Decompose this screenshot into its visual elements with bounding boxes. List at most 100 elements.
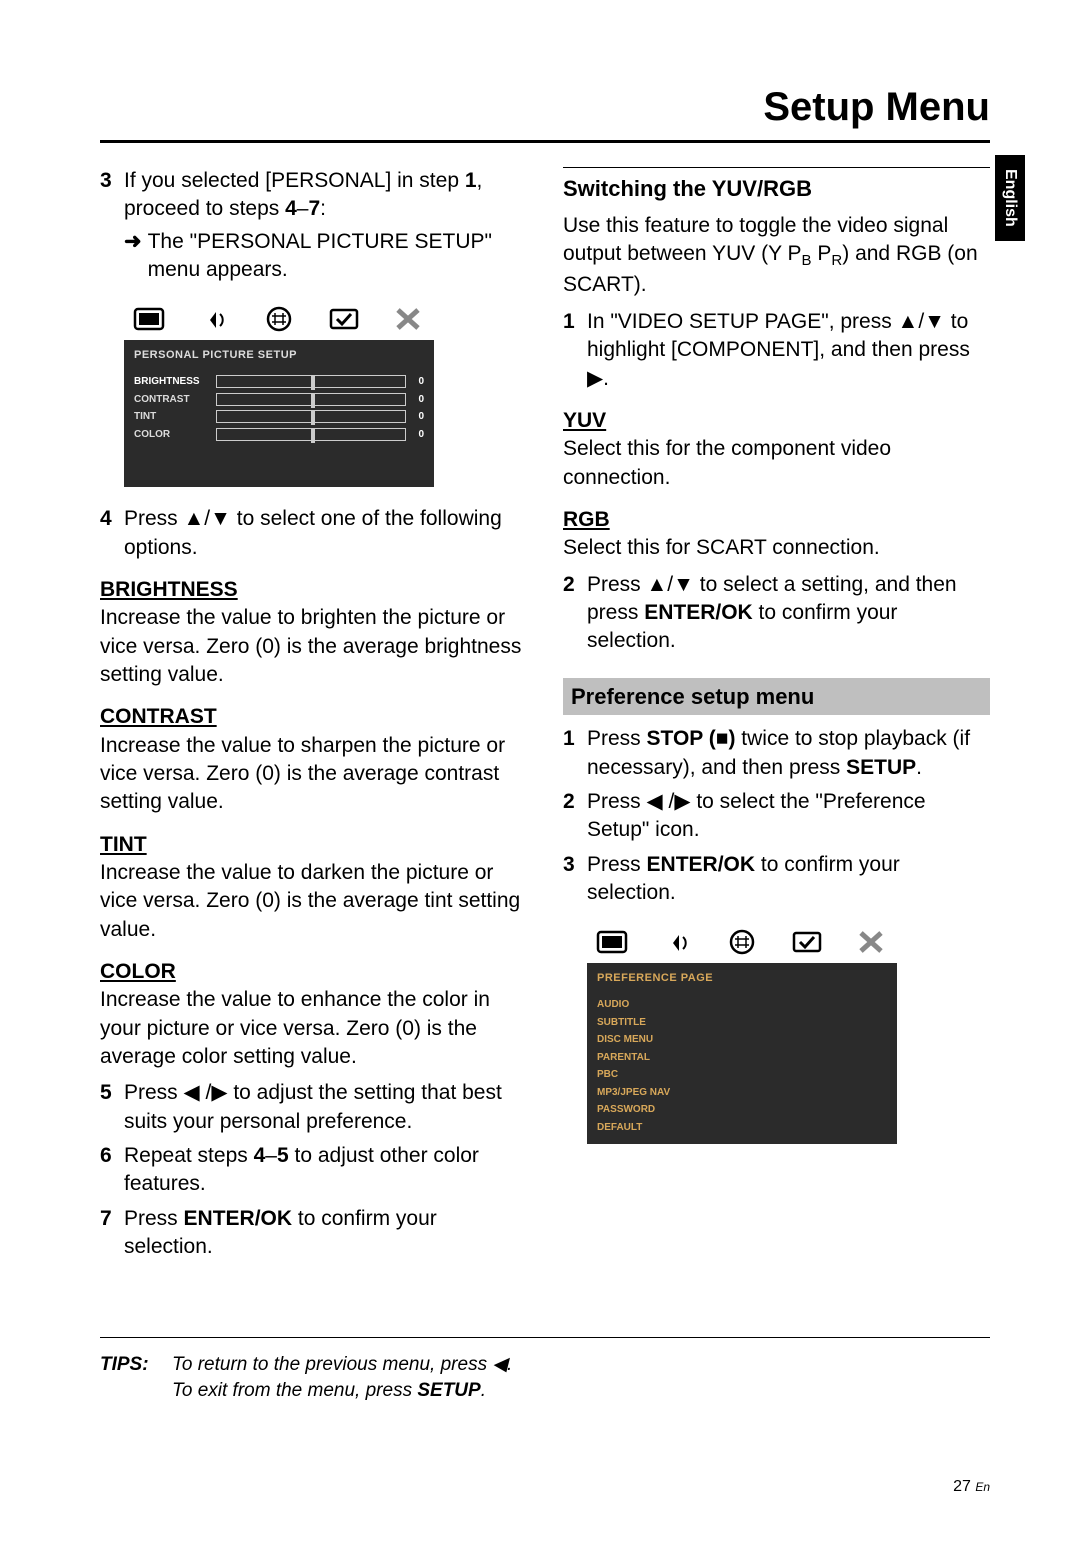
text: R (831, 252, 842, 269)
menu-list-item: DEFAULT (587, 1119, 897, 1137)
audio-icon (197, 304, 233, 334)
page-number: 27 En (953, 1476, 990, 1498)
menu-header: PREFERENCE PAGE (587, 963, 897, 996)
slider-value: 0 (406, 375, 424, 389)
preference-setup-heading: Preference setup menu (563, 678, 990, 716)
slider-thumb (311, 375, 315, 390)
contrast-desc: Increase the value to sharpen the pictur… (100, 732, 527, 817)
tips-label: TIPS: (100, 1352, 172, 1403)
step-3: 3 If you selected [PERSONAL] in step 1, … (100, 167, 527, 284)
menu-list-item: PASSWORD (587, 1101, 897, 1119)
color-desc: Increase the value to enhance the color … (100, 986, 527, 1071)
bold: 7 (308, 197, 320, 220)
brightness-desc: Increase the value to brighten the pictu… (100, 604, 527, 689)
text: Press (587, 853, 647, 876)
audio-icon (660, 927, 696, 957)
page-number-value: 27 (953, 1478, 971, 1495)
brightness-heading: BRIGHTNESS (100, 576, 527, 604)
step-number: 1 (563, 725, 587, 782)
step-number: 6 (100, 1142, 124, 1199)
step-text: Press ▲/▼ to select one of the following… (124, 505, 527, 562)
bold: 1 (465, 169, 477, 192)
color-heading: COLOR (100, 958, 527, 986)
pref-step-1: 1 Press STOP (■) twice to stop playback … (563, 725, 990, 782)
pref-step-2: 2 Press ◀ /▶ to select the "Preference S… (563, 788, 990, 845)
step-6: 6 Repeat steps 4–5 to adjust other color… (100, 1142, 527, 1199)
rgb-heading: RGB (563, 506, 990, 534)
close-icon (853, 927, 889, 957)
contrast-heading: CONTRAST (100, 703, 527, 731)
menu-list-item: DISC MENU (587, 1031, 897, 1049)
step-number: 3 (100, 167, 124, 284)
text: . (916, 756, 922, 779)
preference-icon (789, 927, 825, 957)
menu-slider-row: COLOR 0 (124, 426, 434, 444)
text: – (265, 1144, 277, 1167)
step-number: 2 (563, 788, 587, 845)
bold: ENTER/OK (647, 853, 756, 876)
preference-icon (326, 304, 362, 334)
yuv-intro: Use this feature to toggle the video sig… (563, 212, 990, 300)
step-text: Press ◀ /▶ to adjust the setting that be… (124, 1079, 527, 1136)
personal-picture-setup-menu: PERSONAL PICTURE SETUP BRIGHTNESS0CONTRA… (124, 298, 434, 487)
content-columns: 3 If you selected [PERSONAL] in step 1, … (100, 167, 990, 1267)
slider-track (216, 393, 406, 406)
menu-slider-row: BRIGHTNESS 0 (124, 373, 434, 391)
slider-label: TINT (134, 410, 216, 424)
bold: 4 (254, 1144, 266, 1167)
right-column: Switching the YUV/RGB Use this feature t… (563, 167, 990, 1267)
bold: 5 (277, 1144, 289, 1167)
tips-body: To return to the previous menu, press ◀.… (172, 1352, 512, 1403)
tint-heading: TINT (100, 831, 527, 859)
text: – (297, 197, 309, 220)
pref-step-3: 3 Press ENTER/OK to confirm your selecti… (563, 851, 990, 908)
language-tab: English (995, 155, 1025, 241)
preference-page-menu: PREFERENCE PAGE AUDIOSUBTITLEDISC MENUPA… (587, 921, 897, 1144)
step-text: Press STOP (■) twice to stop playback (i… (587, 725, 990, 782)
slider-value: 0 (406, 410, 424, 424)
video-icon (724, 927, 760, 957)
step-text: Press ENTER/OK to confirm your selection… (587, 851, 990, 908)
page-lang: En (975, 1480, 990, 1494)
step-text: In "VIDEO SETUP PAGE", press ▲/▼ to high… (587, 308, 990, 393)
menu-icon-bar (587, 921, 897, 963)
page-title: Setup Menu (100, 80, 990, 143)
bold: SETUP (846, 756, 916, 779)
tips-footer: TIPS: To return to the previous menu, pr… (100, 1337, 990, 1403)
tips-line: To exit from the menu, press SETUP. (172, 1378, 512, 1404)
step-text: Repeat steps 4–5 to adjust other color f… (124, 1142, 527, 1199)
slider-track (216, 428, 406, 441)
text: B (802, 252, 812, 269)
text: P (812, 242, 832, 265)
step-5: 5 Press ◀ /▶ to adjust the setting that … (100, 1079, 527, 1136)
left-column: 3 If you selected [PERSONAL] in step 1, … (100, 167, 527, 1267)
close-icon (390, 304, 426, 334)
menu-list-item: SUBTITLE (587, 1014, 897, 1032)
yuv-step-2: 2 Press ▲/▼ to select a setting, and the… (563, 571, 990, 656)
step-text: Press ▲/▼ to select a setting, and then … (587, 571, 990, 656)
slider-label: COLOR (134, 428, 216, 442)
yuv-heading: YUV (563, 407, 990, 435)
menu-header: PERSONAL PICTURE SETUP (124, 340, 434, 373)
yuv-step-1: 1 In "VIDEO SETUP PAGE", press ▲/▼ to hi… (563, 308, 990, 393)
text: To exit from the menu, press (172, 1380, 417, 1401)
slider-value: 0 (406, 428, 424, 442)
bold: STOP (■) (647, 727, 736, 750)
step-7: 7 Press ENTER/OK to confirm your selecti… (100, 1205, 527, 1262)
slider-label: BRIGHTNESS (134, 375, 216, 389)
step-number: 5 (100, 1079, 124, 1136)
step-text: Press ◀ /▶ to select the "Preference Set… (587, 788, 990, 845)
step-number: 7 (100, 1205, 124, 1262)
step-number: 1 (563, 308, 587, 393)
slider-thumb (311, 428, 315, 443)
menu-slider-row: CONTRAST0 (124, 391, 434, 409)
menu-icon-bar (124, 298, 434, 340)
step-4: 4 Press ▲/▼ to select one of the followi… (100, 505, 527, 562)
step-number: 4 (100, 505, 124, 562)
step-text: Press ENTER/OK to confirm your selection… (124, 1205, 527, 1262)
general-icon (132, 304, 168, 334)
text: : (320, 197, 326, 220)
tips-line: To return to the previous menu, press ◀. (172, 1352, 512, 1378)
menu-list-item: PARENTAL (587, 1049, 897, 1067)
slider-thumb (311, 393, 315, 408)
